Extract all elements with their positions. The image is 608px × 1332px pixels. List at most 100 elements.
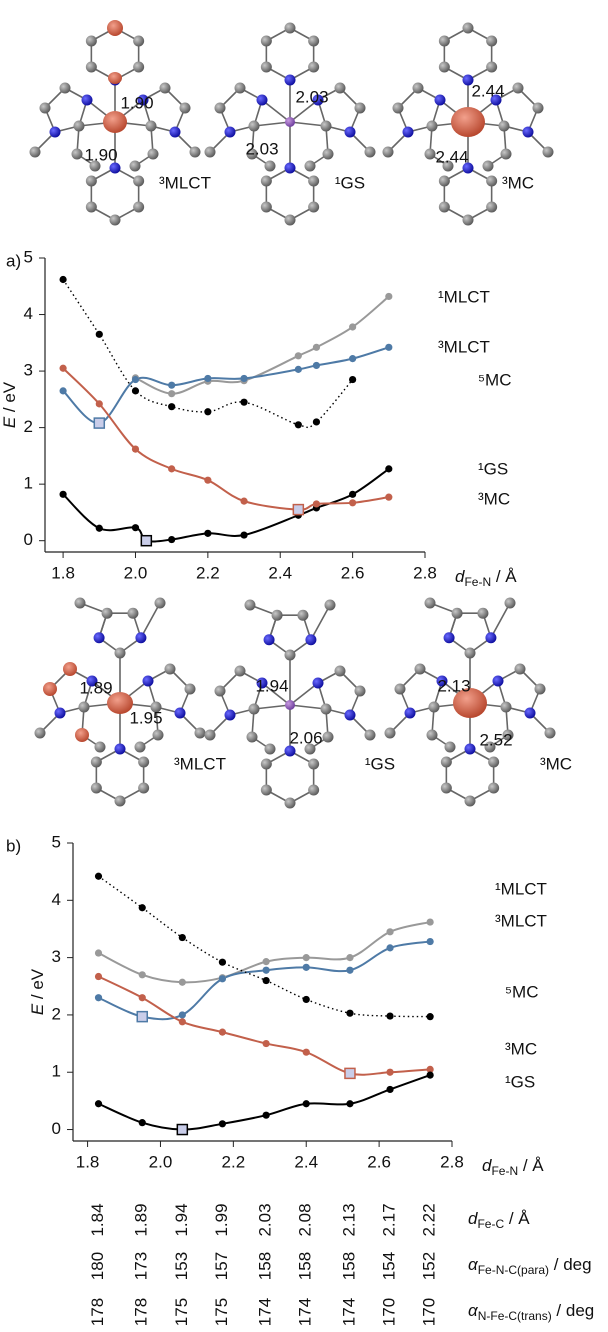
atom-c	[180, 103, 191, 114]
minimum-marker	[345, 1068, 355, 1078]
data-point	[313, 500, 320, 507]
y-tick-label: 1	[52, 1062, 61, 1081]
data-point	[313, 418, 320, 425]
chart: b)0123451.82.02.22.42.62.8dFe-N / ÅE / e…	[6, 832, 594, 1326]
table-value: 180	[88, 1252, 107, 1280]
table-value: 174	[296, 1298, 315, 1326]
atom-c	[486, 202, 497, 213]
atom-c	[501, 149, 512, 160]
subscript: Fe-N	[464, 575, 491, 589]
data-point	[346, 1010, 353, 1017]
atom-c	[415, 664, 426, 675]
atom-c	[148, 149, 159, 160]
atom-n	[82, 95, 93, 106]
molecule	[205, 23, 376, 226]
x-tick-label: 1.8	[51, 563, 75, 582]
atom-n	[305, 634, 316, 645]
atom-n	[115, 744, 126, 755]
y-tick-label: 4	[52, 890, 61, 909]
data-point	[385, 344, 392, 351]
unit: / eV	[0, 381, 19, 417]
atom-c	[545, 728, 556, 739]
atom-c	[465, 648, 476, 659]
x-tick-label: 2.4	[268, 563, 292, 582]
atom-c	[261, 202, 272, 213]
atom-c	[488, 783, 499, 794]
atom-n	[225, 710, 236, 721]
page: { "structures_top": [ {"distances": ["1.…	[0, 0, 608, 1332]
unit: / eV	[28, 968, 47, 1004]
atom-c	[91, 783, 102, 794]
x-tick-label: 1.8	[76, 1152, 100, 1171]
state-label: ¹GS	[365, 754, 395, 773]
table-value: 173	[132, 1252, 151, 1280]
table-row-label: αFe-N-C(para) / deg	[468, 1255, 592, 1277]
x-tick-label: 2.2	[222, 1152, 246, 1171]
series-line	[63, 279, 353, 427]
atom-c	[86, 36, 97, 47]
x-tick-label: 2.8	[440, 1152, 464, 1171]
x-tick-label: 2.6	[367, 1152, 391, 1171]
table-value: 153	[172, 1252, 191, 1280]
atom-c	[395, 684, 406, 695]
atom-c	[261, 62, 272, 73]
table-value: 158	[296, 1252, 315, 1280]
spin-density	[63, 662, 77, 676]
atom-c	[130, 161, 141, 172]
data-point	[139, 994, 146, 1001]
minimum-marker	[293, 505, 303, 515]
data-point	[349, 355, 356, 362]
atom-c	[133, 36, 144, 47]
atom-n	[444, 632, 455, 643]
atom-c	[385, 728, 396, 739]
atom-c	[261, 785, 272, 796]
data-point	[386, 944, 393, 951]
atom-n	[285, 75, 296, 86]
atom-c	[79, 702, 90, 713]
series-label: ¹GS	[478, 459, 508, 478]
atom-n	[285, 163, 296, 174]
data-point	[240, 498, 247, 505]
atom-c	[486, 176, 497, 187]
atom-n	[493, 676, 504, 687]
atom-c	[308, 759, 319, 770]
state-label: ³MC	[540, 754, 572, 773]
data-point	[263, 1040, 270, 1047]
table-value: 170	[380, 1298, 399, 1326]
data-point	[303, 964, 310, 971]
data-point	[96, 525, 103, 532]
symbol: E	[0, 416, 19, 428]
series-line	[99, 876, 431, 1016]
unit: / Å	[491, 567, 517, 586]
x-tick-label: 2.2	[196, 563, 220, 582]
table-value: 1.94	[172, 1203, 191, 1236]
bond-length: 2.52	[479, 730, 512, 749]
atom-n	[345, 710, 356, 721]
data-point	[349, 323, 356, 330]
atom-c	[499, 121, 510, 132]
series-label: ¹GS	[505, 1072, 535, 1091]
y-tick-label: 0	[52, 1119, 61, 1138]
atom-c	[30, 147, 41, 158]
atom-c	[365, 147, 376, 158]
data-point	[132, 376, 139, 383]
table-value: 174	[256, 1298, 275, 1326]
table-row-label: dFe-C / Å	[468, 1209, 530, 1231]
atom-c	[261, 176, 272, 187]
atom-c	[355, 103, 366, 114]
data-point	[303, 996, 310, 1003]
y-tick-label: 2	[52, 1004, 61, 1023]
atom-c	[133, 176, 144, 187]
atom-n	[225, 127, 236, 138]
atom-c	[483, 161, 494, 172]
data-point	[139, 971, 146, 978]
data-point	[95, 994, 102, 1001]
data-point	[96, 331, 103, 338]
atom-c	[533, 103, 544, 114]
data-point	[303, 1049, 310, 1056]
atom-c	[477, 608, 488, 619]
atom-c	[155, 598, 166, 609]
bond	[141, 603, 160, 638]
atom-c	[102, 608, 113, 619]
data-point	[349, 491, 356, 498]
